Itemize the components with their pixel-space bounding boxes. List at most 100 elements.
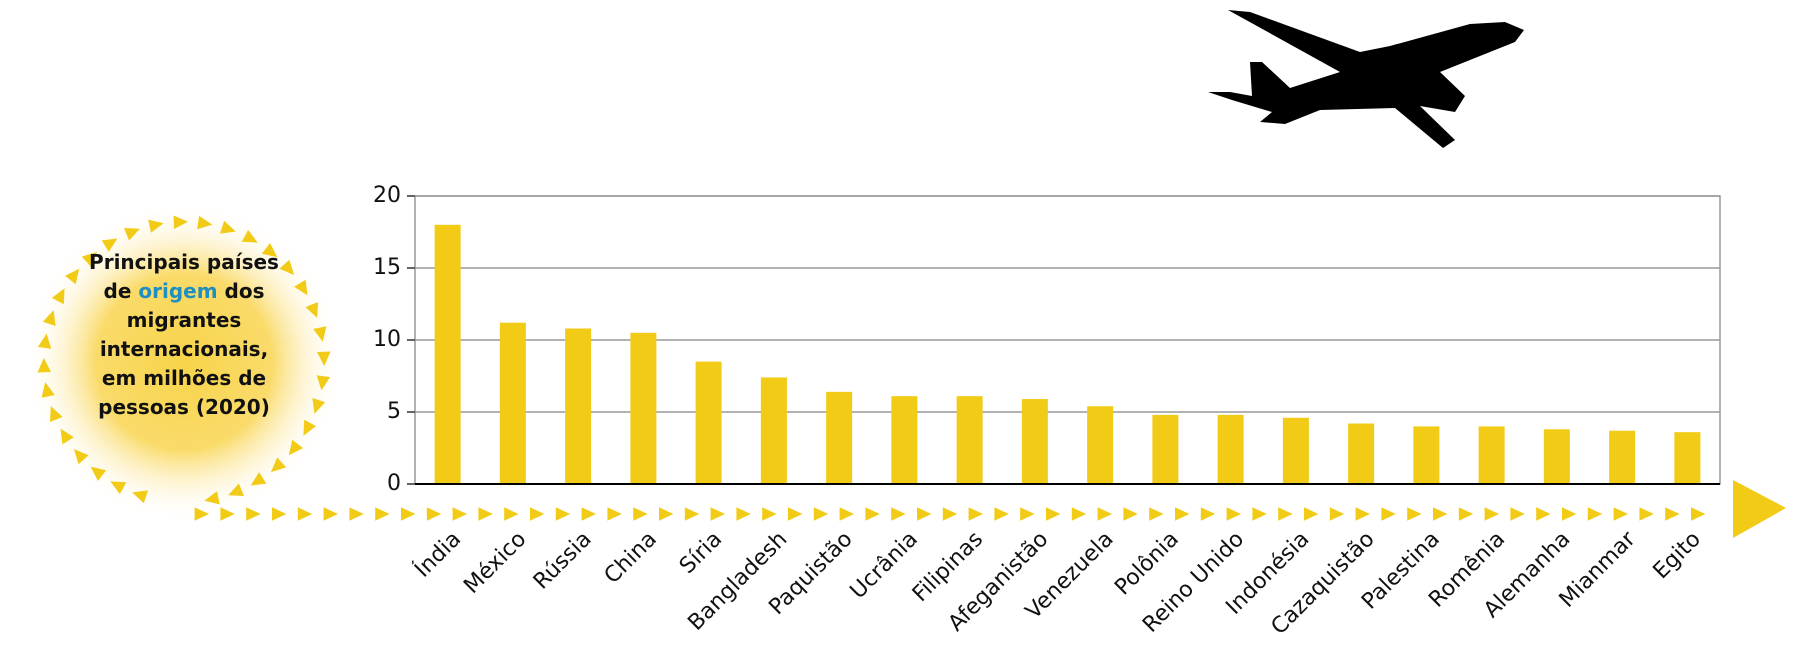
- axis-arrow: [1304, 507, 1319, 521]
- badge-arrow: [90, 466, 107, 481]
- x-tick-label: Egito: [1649, 527, 1706, 584]
- axis-arrow: [762, 507, 777, 521]
- badge-arrow: [42, 310, 56, 326]
- axis-arrow: [891, 507, 906, 521]
- axis-arrow: [994, 507, 1009, 521]
- axis-arrow: [1562, 507, 1577, 521]
- axis-arrow: [1071, 507, 1087, 521]
- axis-arrow: [1329, 507, 1345, 521]
- axis-arrow: [1175, 507, 1190, 521]
- title-badge: [24, 202, 344, 522]
- axis-arrow: [659, 507, 674, 521]
- y-tick-label: 20: [373, 183, 401, 208]
- axis-arrow: [942, 507, 958, 521]
- badge-arrow: [37, 357, 51, 373]
- axis-arrow: [1639, 507, 1654, 521]
- y-tick-label: 15: [373, 255, 401, 280]
- bar: [1348, 423, 1375, 484]
- x-tick-label: México: [459, 527, 531, 599]
- axis-arrow: [401, 507, 416, 521]
- badge-arrow: [197, 215, 213, 230]
- badge-arrow: [110, 481, 127, 495]
- badge-arrow: [50, 406, 63, 422]
- bar: [695, 361, 722, 484]
- badge-arrow: [81, 251, 97, 267]
- x-tick-label: Síria: [675, 527, 727, 579]
- badge-arrow: [316, 375, 331, 391]
- axis-arrow: [1278, 507, 1293, 521]
- axis-arrow: [246, 507, 261, 521]
- axis-arrow: [555, 507, 571, 521]
- badge-arrow: [148, 219, 164, 233]
- axis-arrow: [349, 507, 364, 521]
- chart-title: Principais países de origem dos migrante…: [84, 248, 284, 422]
- badge-arrow: [173, 215, 189, 229]
- axis-arrow: [607, 507, 622, 521]
- badge-arrow: [60, 428, 74, 445]
- axis-arrow: [1097, 507, 1112, 521]
- bar: [1217, 414, 1244, 484]
- y-tick-label: 10: [373, 327, 401, 352]
- axis-arrow: [1484, 507, 1499, 521]
- y-tick-label: 5: [387, 399, 401, 424]
- badge-arrow: [305, 302, 318, 318]
- axis-arrow: [297, 507, 313, 521]
- badge-arrow: [101, 238, 118, 252]
- axis-arrow: [426, 507, 442, 521]
- badge-arrow: [37, 333, 52, 349]
- axis-arrow: [1149, 507, 1164, 521]
- bar: [1087, 406, 1114, 484]
- axis-arrow: [452, 507, 467, 521]
- axis-arrow: [1252, 507, 1267, 521]
- axis-arrow: [865, 507, 880, 521]
- axis-arrow: [478, 507, 493, 521]
- axis-arrow: [684, 507, 700, 521]
- bar: [1674, 432, 1701, 484]
- axis-arrow: [788, 507, 803, 521]
- x-tick-label: Rússia: [529, 527, 597, 595]
- badge-arrow: [73, 449, 89, 465]
- axis-arrow: [1458, 507, 1474, 521]
- axis-arrow: [1123, 507, 1138, 521]
- bar: [1152, 414, 1179, 484]
- axis-arrowhead: [1733, 480, 1786, 538]
- axis-arrow: [1691, 507, 1706, 521]
- axis-arrow: [323, 507, 338, 521]
- x-tick-label: Índia: [410, 526, 467, 583]
- axis-arrow: [1536, 507, 1551, 521]
- badge-arrow: [220, 220, 236, 234]
- axis-arrow: [736, 507, 751, 521]
- axis-arrow: [194, 507, 209, 521]
- axis-arrow: [272, 507, 287, 521]
- axis-arrow: [633, 507, 648, 521]
- badge-arrow: [65, 268, 80, 285]
- axis-arrow: [917, 507, 932, 521]
- badge-arrow: [261, 243, 278, 258]
- badge-arrow: [279, 259, 295, 275]
- badge-arrow: [51, 288, 65, 305]
- axis-arrow: [1665, 507, 1680, 521]
- axis-arrow: [581, 507, 596, 521]
- axis-arrow: [530, 507, 545, 521]
- axis-arrow: [1433, 507, 1448, 521]
- bar: [565, 328, 592, 484]
- bar: [760, 377, 787, 484]
- axis-arrow: [1587, 507, 1603, 521]
- bar: [891, 396, 918, 484]
- bar: [1282, 417, 1309, 484]
- x-tick-label: China: [600, 527, 662, 589]
- bar: [956, 396, 983, 484]
- bar: [1543, 429, 1570, 484]
- bar: [1021, 399, 1048, 484]
- airplane: [1208, 10, 1524, 148]
- axis-arrow: [504, 507, 519, 521]
- badge-arrow: [294, 279, 308, 296]
- axis-arrow: [1355, 507, 1370, 521]
- badge-arrow: [313, 326, 327, 342]
- axis-arrow: [375, 507, 390, 521]
- axis-arrow: [1046, 507, 1061, 521]
- badge-arrow: [317, 351, 331, 367]
- bar: [1413, 426, 1440, 484]
